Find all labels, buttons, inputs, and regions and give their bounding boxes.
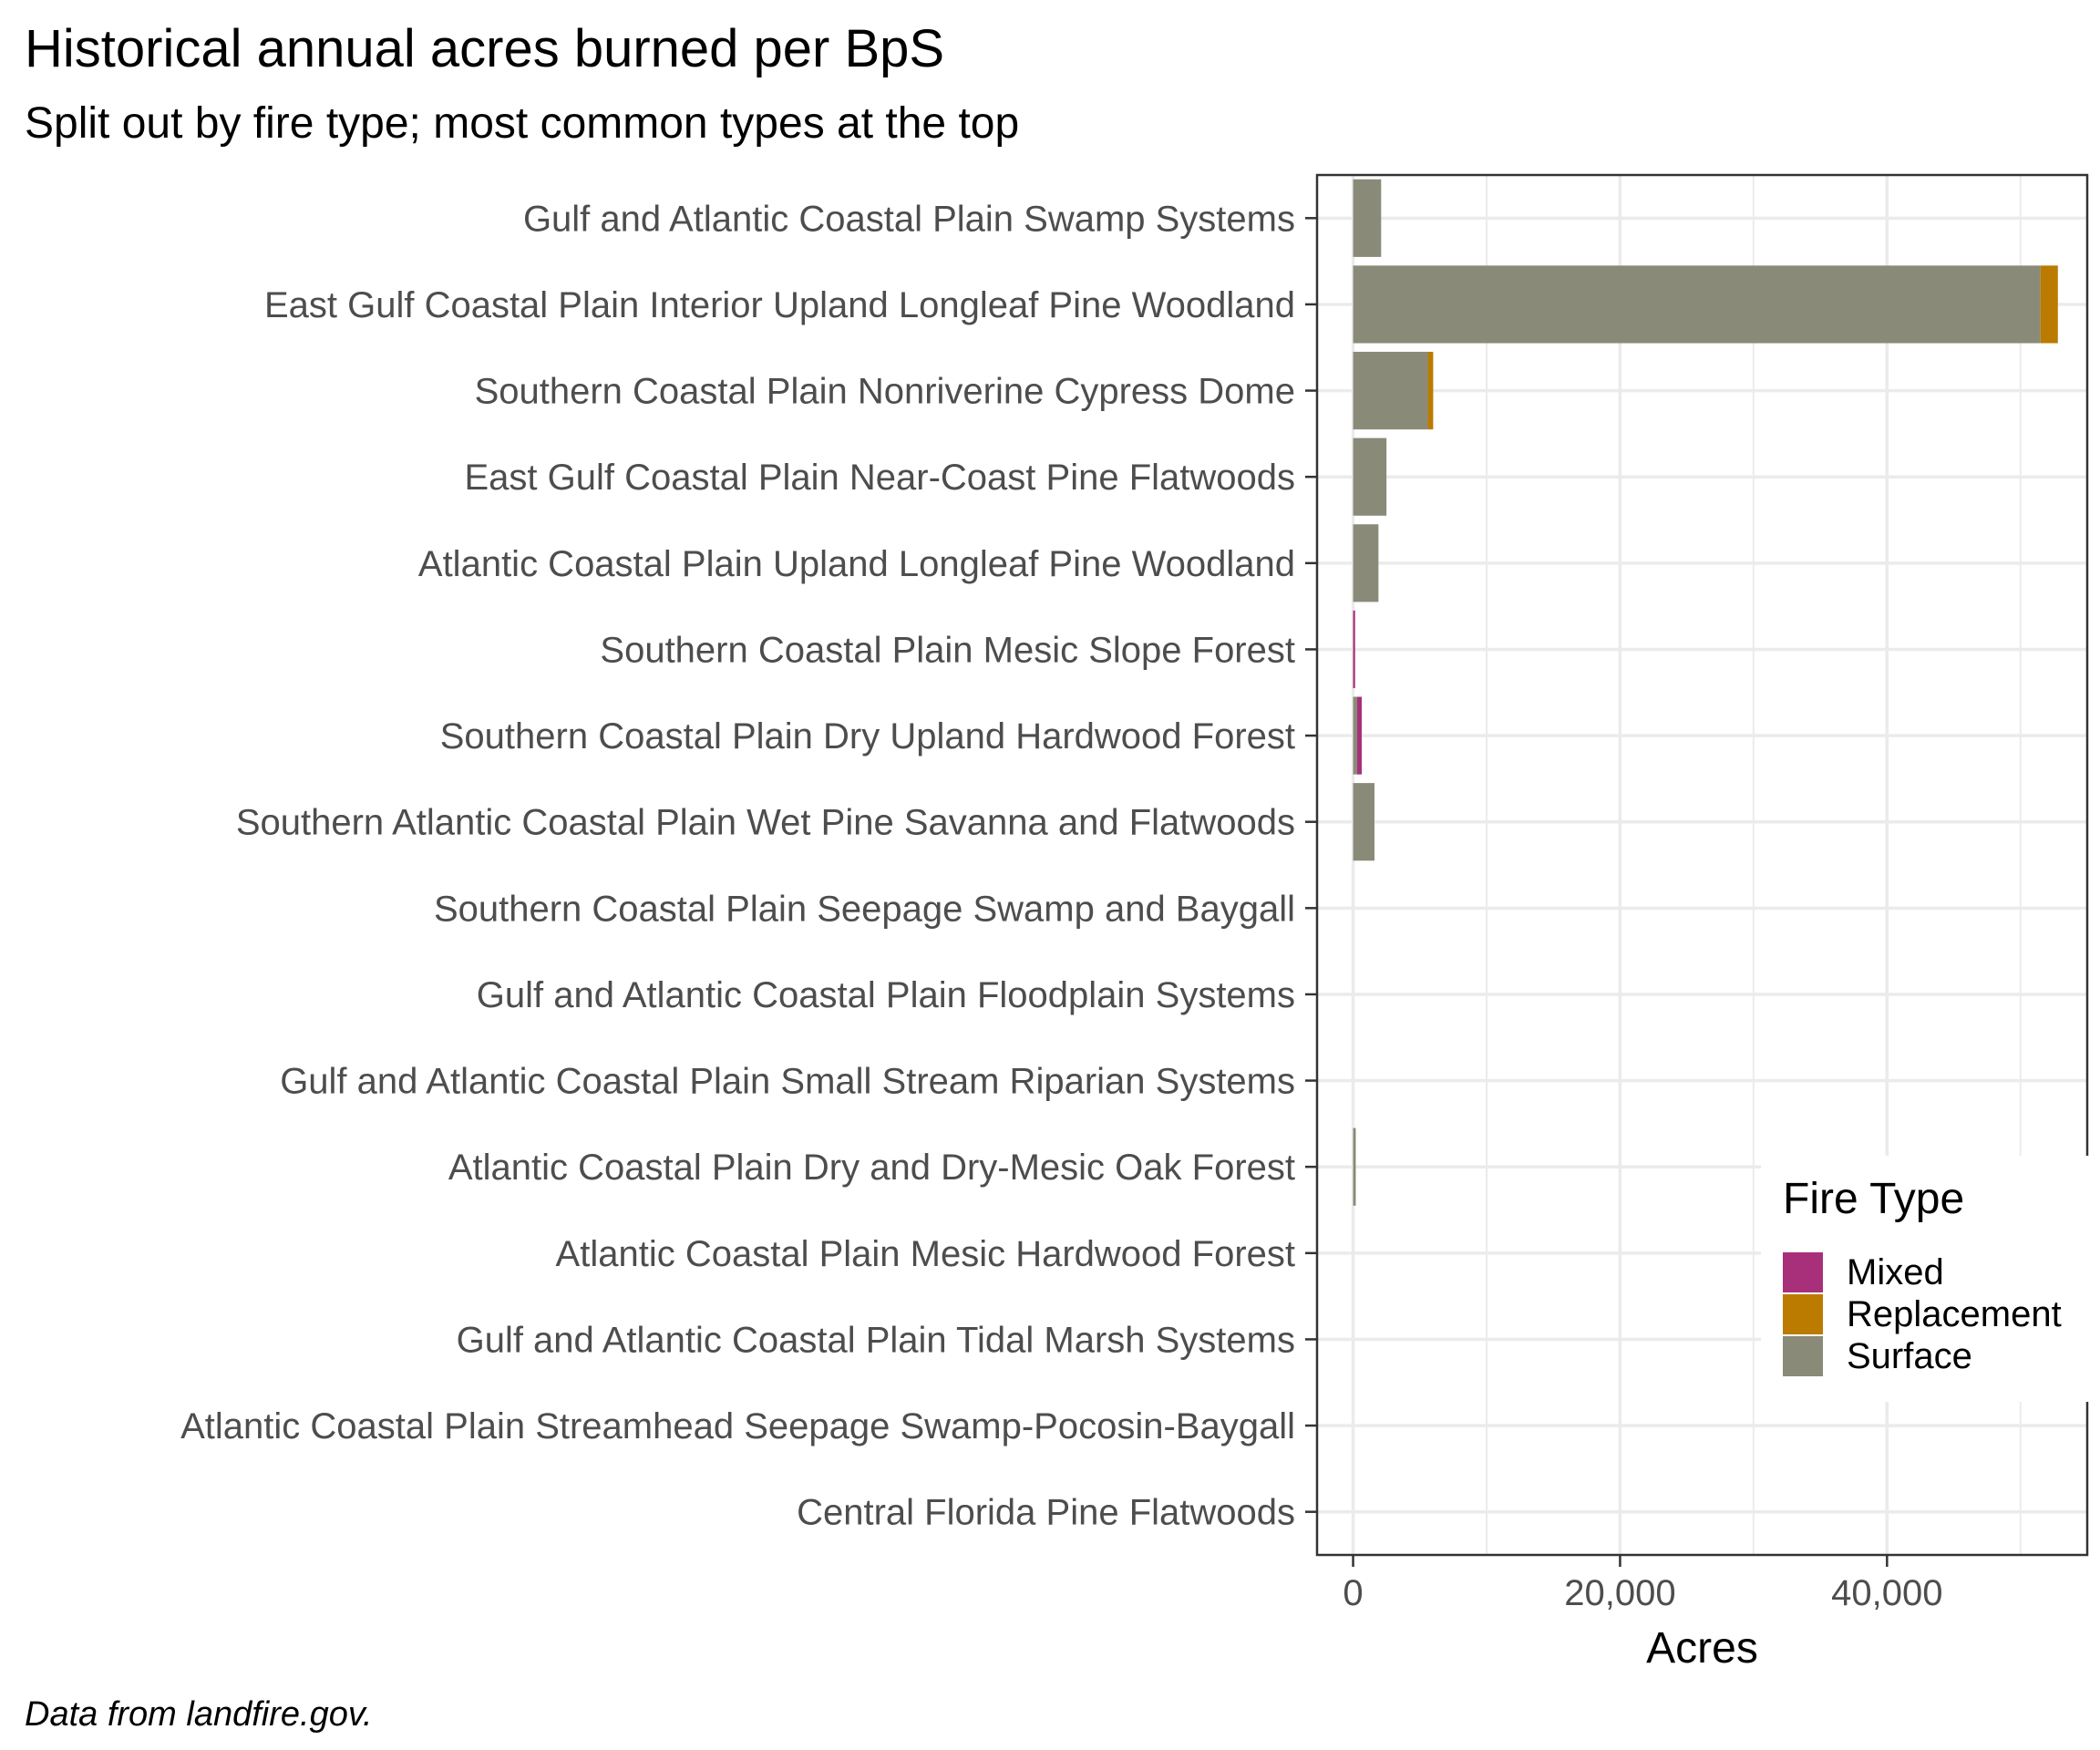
bar-surface xyxy=(1353,783,1374,861)
legend: Fire Type Mixed Replacement Surface xyxy=(1761,1156,2100,1402)
category-label: Gulf and Atlantic Coastal Plain Small St… xyxy=(280,1062,1295,1102)
category-label: Gulf and Atlantic Coastal Plain Floodpla… xyxy=(477,975,1295,1015)
category-label: Atlantic Coastal Plain Streamhead Seepag… xyxy=(180,1406,1295,1446)
category-label: Southern Coastal Plain Nonriverine Cypre… xyxy=(475,372,1295,412)
category-label: Gulf and Atlantic Coastal Plain Swamp Sy… xyxy=(523,199,1295,239)
bar-surface xyxy=(1353,696,1357,775)
category-label: Southern Coastal Plain Seepage Swamp and… xyxy=(434,889,1295,929)
x-tick-label: 40,000 xyxy=(1831,1573,1942,1613)
legend-key-replacement xyxy=(1783,1294,1823,1334)
x-axis-title: Acres xyxy=(1646,1624,1758,1673)
category-labels: Gulf and Atlantic Coastal Plain Swamp Sy… xyxy=(180,199,1295,1532)
bar-surface xyxy=(1353,524,1379,602)
legend-label-surface: Surface xyxy=(1847,1335,1972,1376)
bar-mixed xyxy=(1353,610,1355,689)
x-tick-label: 20,000 xyxy=(1564,1573,1675,1613)
bar-surface xyxy=(1353,438,1387,516)
x-tick-label: 0 xyxy=(1343,1573,1363,1613)
category-label: Southern Coastal Plain Mesic Slope Fores… xyxy=(600,630,1295,670)
bar-layer xyxy=(1353,179,2058,1206)
category-label: East Gulf Coastal Plain Interior Upland … xyxy=(264,285,1295,325)
bar-surface xyxy=(1353,351,1428,430)
legend-item-surface: Surface xyxy=(1783,1336,1972,1376)
category-label: Central Florida Pine Flatwoods xyxy=(797,1493,1295,1533)
legend-key-mixed xyxy=(1783,1252,1823,1292)
chart-subtitle: Split out by fire type; most common type… xyxy=(25,99,1020,148)
legend-key-surface xyxy=(1783,1336,1823,1376)
bar-replacement xyxy=(1427,351,1434,430)
bar-replacement xyxy=(2040,265,2058,344)
legend-item-replacement: Replacement xyxy=(1783,1294,2062,1334)
legend-item-mixed: Mixed xyxy=(1783,1252,1944,1292)
bar-surface xyxy=(1353,179,1382,257)
category-label: East Gulf Coastal Plain Near-Coast Pine … xyxy=(464,458,1295,498)
bar-surface xyxy=(1353,265,2041,344)
category-label: Southern Atlantic Coastal Plain Wet Pine… xyxy=(236,803,1295,843)
legend-label-replacement: Replacement xyxy=(1847,1293,2062,1334)
category-label: Atlantic Coastal Plain Mesic Hardwood Fo… xyxy=(556,1234,1295,1274)
chart-title: Historical annual acres burned per BpS xyxy=(25,19,945,78)
x-axis-ticks: 0 20,000 40,000 xyxy=(1305,217,1943,1613)
bar-surface xyxy=(1353,1127,1356,1206)
legend-title: Fire Type xyxy=(1783,1175,1965,1223)
bar-mixed xyxy=(1356,696,1363,775)
category-label: Atlantic Coastal Plain Upland Longleaf P… xyxy=(418,544,1295,584)
bar-chart: Gulf and Atlantic Coastal Plain Swamp Sy… xyxy=(180,173,2089,1673)
data-source-caption: Data from landfire.gov. xyxy=(25,1695,373,1734)
category-label: Southern Coastal Plain Dry Upland Hardwo… xyxy=(440,716,1295,757)
panel-border xyxy=(1315,173,2089,1557)
legend-label-mixed: Mixed xyxy=(1847,1251,1944,1292)
category-label: Gulf and Atlantic Coastal Plain Tidal Ma… xyxy=(457,1320,1295,1360)
category-label: Atlantic Coastal Plain Dry and Dry-Mesic… xyxy=(448,1148,1295,1188)
